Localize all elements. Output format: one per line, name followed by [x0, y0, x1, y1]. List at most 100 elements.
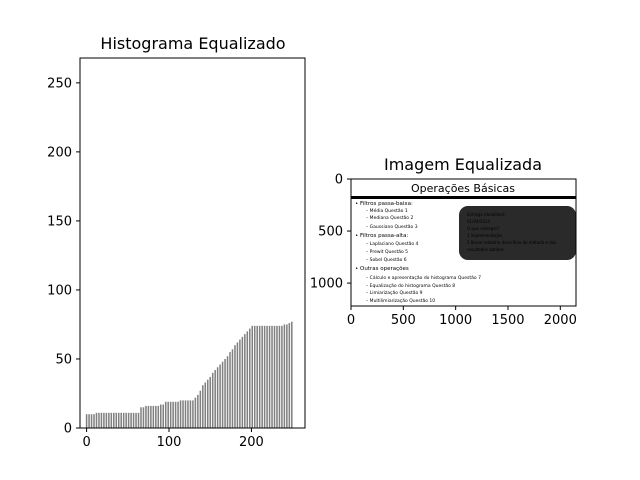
image-axes-frame: [350, 178, 577, 307]
histogram-bar: [199, 390, 202, 428]
image-box-line-2: 01/04/2024: [467, 219, 491, 224]
histogram-bar: [258, 325, 261, 428]
histogram-bar: [113, 412, 115, 428]
image-x-ticks: 0 500 1000 1500 2000: [347, 306, 577, 328]
equalized-image: Operações Básicas • Filtros passa-baixa:…: [351, 179, 576, 306]
histogram-bar: [150, 405, 152, 428]
histogram-bar: [177, 401, 179, 428]
histogram-bar: [172, 401, 174, 428]
image-line-13: – Multilimiarização Questão 10: [366, 298, 435, 304]
x-tick-label: 1000: [439, 313, 472, 328]
image-plot: Imagem Equalizada Operações Básicas • Fi…: [310, 155, 577, 328]
histogram-bar: [234, 345, 236, 428]
image-line-8: – Sobel Questão 6: [366, 257, 407, 263]
histogram-bar: [253, 325, 256, 428]
histogram-bar: [261, 325, 263, 428]
image-line-1: • Filtros passa-baixa:: [355, 201, 413, 207]
image-line-9: • Outras operações: [355, 266, 409, 272]
image-line-11: – Equalização do histograma Questão 8: [366, 283, 455, 289]
histogram-bar: [231, 349, 234, 428]
histogram-bar: [115, 412, 118, 428]
histogram-bar: [189, 400, 192, 428]
histogram-bar: [266, 325, 268, 428]
histogram-bar: [273, 325, 276, 428]
y-tick-label: 250: [47, 76, 72, 91]
histogram-bar: [283, 324, 286, 428]
histogram-bar: [162, 404, 165, 428]
histogram-bar: [197, 394, 199, 428]
y-tick-label: 50: [55, 352, 72, 367]
histogram-bar: [221, 361, 224, 428]
histogram-bar: [244, 334, 246, 428]
y-tick-label: 200: [47, 145, 72, 160]
histogram-x-ticks: 0 100 200: [82, 428, 264, 450]
histogram-bar: [182, 400, 184, 428]
x-tick-label: 100: [157, 435, 182, 450]
histogram-bar: [216, 367, 219, 428]
histogram-bar: [140, 407, 142, 428]
image-box-line-5: 2 Breve relatório descritivo do método e…: [467, 240, 556, 245]
histogram-bar: [142, 407, 145, 428]
histogram-bar: [127, 412, 130, 428]
histogram-bar: [278, 325, 281, 428]
histogram-bar: [125, 412, 127, 428]
histogram-bar: [286, 324, 288, 428]
image-box-line-1: Entrega (deadline):: [467, 212, 506, 217]
histogram-bar: [249, 328, 251, 428]
histogram-bar: [152, 405, 155, 428]
image-line-5: • Filtros passa-alta:: [355, 233, 408, 239]
histogram-bar: [95, 412, 98, 428]
x-tick-label: 0: [347, 313, 355, 328]
histogram-bar: [169, 401, 172, 428]
x-tick-label: 0: [82, 435, 90, 450]
histogram-bar: [85, 414, 88, 428]
image-heading-rule: [351, 196, 576, 199]
image-heading: Operações Básicas: [411, 182, 515, 195]
histogram-bar: [130, 412, 132, 428]
histogram-bar: [174, 401, 177, 428]
histogram-bar: [194, 397, 197, 428]
histogram-bar: [246, 331, 249, 428]
histogram-bar: [187, 400, 189, 428]
image-line-6: – Laplaciano Questão 4: [366, 241, 419, 247]
y-tick-label: 0: [335, 173, 343, 188]
histogram-bar: [132, 412, 135, 428]
y-tick-label: 500: [318, 225, 343, 240]
image-y-ticks: 0 500 1000: [310, 173, 351, 292]
histogram-bar: [202, 385, 204, 428]
histogram-bar: [145, 405, 147, 428]
image-line-10: – Cálculo e apresentação do histograma Q…: [366, 274, 481, 281]
histogram-bar: [268, 325, 271, 428]
image-line-12: – Limiarização Questão 9: [366, 290, 423, 296]
histogram-bar: [90, 414, 93, 428]
histogram-axes-frame: [79, 57, 306, 429]
histogram-bar: [229, 352, 231, 428]
y-tick-label: 150: [47, 214, 72, 229]
histogram-bar: [167, 401, 169, 428]
histogram-plot: Histograma Equalizado 0 100 200 0 50 100 150 2…: [47, 34, 306, 450]
histogram-bar: [276, 325, 278, 428]
image-line-3: – Mediana Questão 2: [366, 215, 413, 221]
histogram-title: Histograma Equalizado: [100, 34, 285, 53]
histogram-bar: [256, 325, 258, 428]
histogram-bar: [224, 358, 226, 428]
histogram-bar: [105, 412, 108, 428]
histogram-bar: [157, 405, 160, 428]
histogram-bar: [288, 323, 291, 428]
y-tick-label: 100: [47, 283, 72, 298]
histogram-bar: [281, 325, 283, 428]
histogram-y-ticks: 0 50 100 150 200 250: [47, 76, 80, 437]
image-title: Imagem Equalizada: [384, 155, 542, 174]
histogram-bar: [219, 364, 221, 428]
histogram-bar: [110, 412, 113, 428]
x-tick-label: 500: [391, 313, 416, 328]
image-line-7: – Prewit Questão 5: [366, 249, 408, 255]
histogram-bar: [122, 412, 125, 428]
x-tick-label: 2000: [544, 313, 577, 328]
histogram-bar: [236, 342, 239, 428]
histogram-bar: [241, 336, 244, 428]
histogram-bar: [100, 412, 103, 428]
histogram-bar: [108, 412, 110, 428]
histogram-bar: [147, 405, 150, 428]
histogram-bar: [117, 412, 120, 428]
